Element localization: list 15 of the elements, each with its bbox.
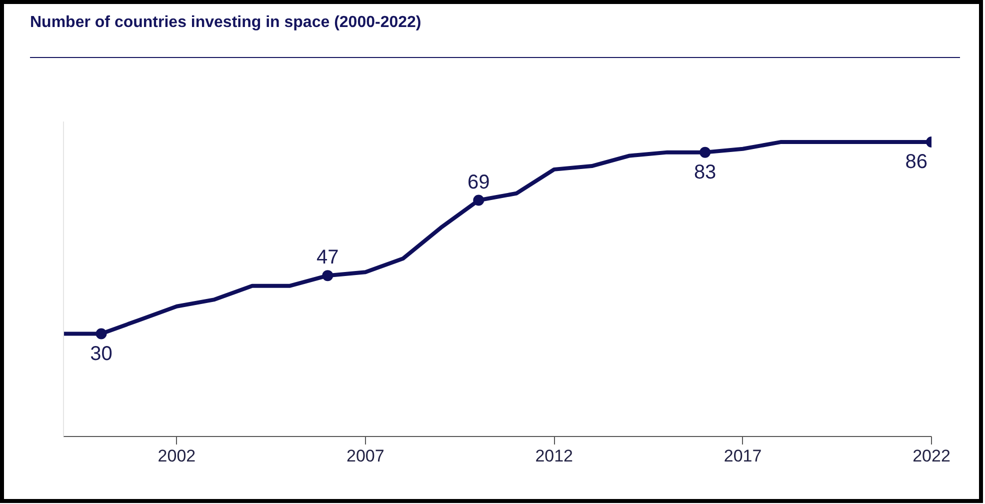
x-tick-label: 2002 <box>158 446 196 466</box>
data-label: 83 <box>694 161 716 184</box>
point <box>322 270 334 282</box>
point <box>700 146 711 158</box>
x-tick-label: 2022 <box>912 446 950 466</box>
x-tick-label: 2007 <box>346 446 384 466</box>
data-label: 69 <box>468 171 490 194</box>
point <box>96 328 107 340</box>
x-tick-label: 2017 <box>724 446 762 466</box>
point <box>473 194 484 206</box>
chart-title: Number of countries investing in space (2000-2022) <box>30 13 422 33</box>
data-label: 47 <box>316 246 339 269</box>
x-tick-label: 2012 <box>535 446 574 466</box>
data-label: 86 <box>905 151 928 174</box>
data-label: 30 <box>90 342 112 365</box>
